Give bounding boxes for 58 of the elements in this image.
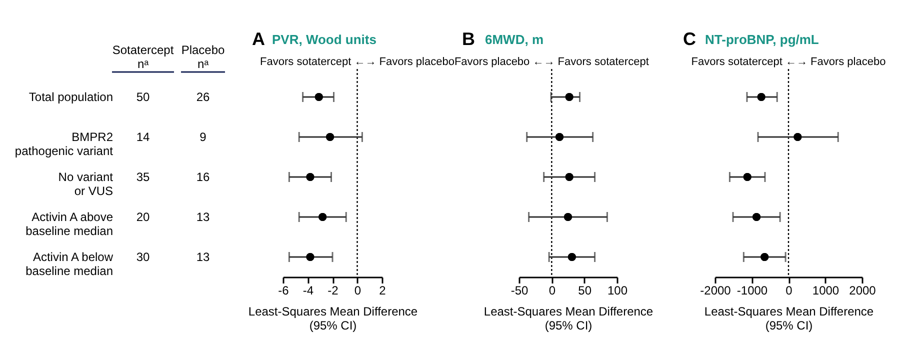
data-label: 14 [136,130,150,144]
x-tick-label: -2000 [700,284,732,298]
x-tick-label: 1000 [812,284,840,298]
data-label: 20 [136,210,150,224]
point [555,132,564,142]
category-label: Total population [28,90,113,104]
x-tick-label: 50 [578,284,592,298]
category-label: No variant or VUS [58,170,114,198]
chart-title: PVR, Wood units [272,32,376,47]
category-label: BMPR2 pathogenic variant [14,130,114,158]
point [743,172,752,182]
point [326,132,334,142]
data-label: 35 [136,170,150,184]
point [565,172,574,182]
x-axis-title: Least-Squares Mean Difference (95% CI) [248,304,418,332]
x-tick-label: -2 [328,284,339,298]
data-label: 30 [136,250,150,264]
x-tick-label: -6 [278,284,290,298]
x-tick-label: -50 [510,284,528,298]
point [314,92,323,102]
point [794,132,802,142]
x-tick-label: 100 [607,284,628,298]
data-label: 13 [196,250,210,264]
x-tick-label: 0 [354,284,362,298]
x-tick-label: 2000 [849,284,876,298]
data-label: 13 [196,210,210,224]
chart-subtitle: Favors sotatercept ←→ Favors placebo [260,56,454,68]
point [306,172,314,182]
text: B [462,29,475,49]
point [565,92,574,102]
point [318,212,327,222]
chart-subtitle: Favors placebo ←→ Favors sotatercept [454,56,649,68]
chart-subtitle: Favors sotatercept ←→ Favors placebo [691,56,886,68]
x-tick-label: 0 [786,284,793,298]
text: C [683,29,696,49]
x-tick-label: 0 [548,284,556,298]
data-label: 26 [196,90,210,104]
point [568,252,576,262]
x-tick-label: -4 [302,284,314,298]
x-axis-title: Least-Squares Mean Difference (95% CI) [484,304,654,332]
data-label: 16 [196,170,210,184]
chart-title: NT-proBNP, pg/mL [705,32,819,47]
point [752,212,761,222]
x-tick-label: -1000 [736,284,768,298]
text: Sotatercept nᵃ [112,43,174,71]
point [757,92,766,102]
point [760,252,769,262]
text: Placebo nᵃ [181,43,226,71]
category-label: Activin A below baseline median [26,250,114,278]
point [564,212,572,222]
x-tick-label: 2 [379,284,386,298]
category-label: Activin A above baseline median [26,210,114,238]
x-axis-title: Least-Squares Mean Difference (95% CI) [704,304,874,332]
chart-title: 6MWD, m [485,32,544,47]
point [306,252,314,262]
data-label: 9 [200,130,207,144]
text: A [252,29,265,49]
data-label: 50 [136,90,150,104]
